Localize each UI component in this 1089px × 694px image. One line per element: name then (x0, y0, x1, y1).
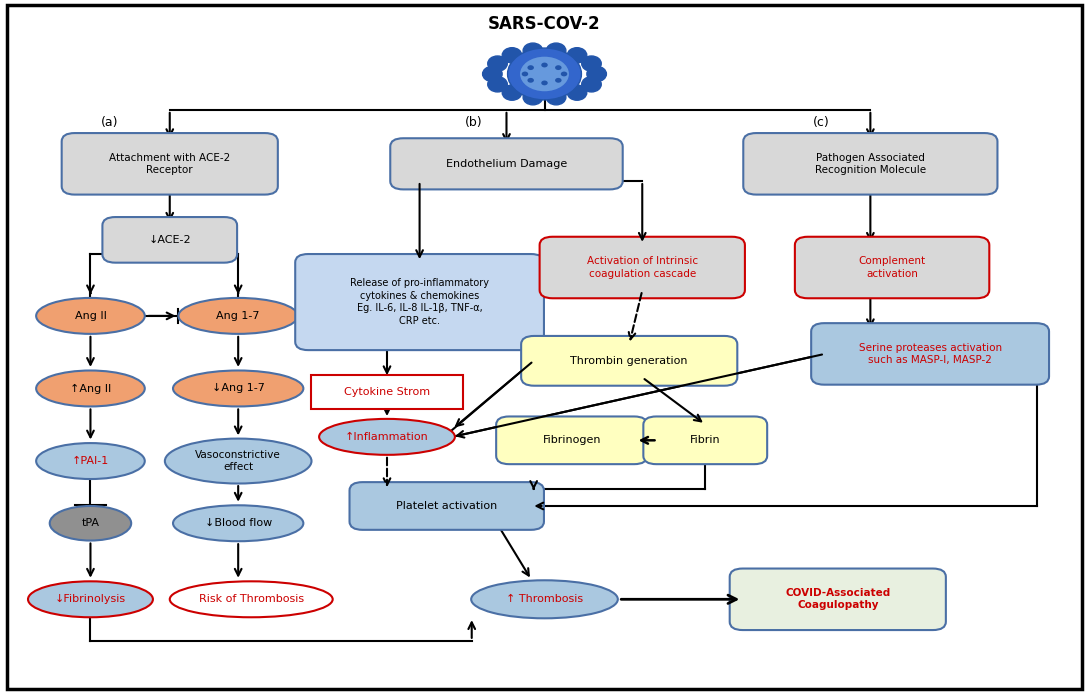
Ellipse shape (488, 77, 507, 92)
Text: SARS-COV-2: SARS-COV-2 (488, 15, 601, 33)
Ellipse shape (170, 582, 332, 617)
Ellipse shape (521, 57, 568, 91)
Ellipse shape (541, 81, 548, 85)
Ellipse shape (179, 298, 298, 334)
Text: tPA: tPA (82, 518, 99, 528)
Text: COVID-Associated
Coagulopathy: COVID-Associated Coagulopathy (785, 588, 891, 611)
Ellipse shape (523, 90, 542, 105)
Ellipse shape (502, 85, 522, 100)
Text: Thrombin generation: Thrombin generation (571, 356, 688, 366)
Text: Cytokine Strom: Cytokine Strom (344, 387, 430, 397)
Ellipse shape (522, 71, 528, 76)
Text: Ang II: Ang II (74, 311, 107, 321)
FancyBboxPatch shape (522, 336, 737, 386)
FancyBboxPatch shape (62, 133, 278, 194)
Text: Pathogen Associated
Recognition Molecule: Pathogen Associated Recognition Molecule (815, 153, 926, 175)
Text: Ang 1-7: Ang 1-7 (217, 311, 260, 321)
Ellipse shape (547, 43, 566, 58)
FancyBboxPatch shape (497, 416, 647, 464)
Ellipse shape (472, 580, 617, 618)
Text: Fibrin: Fibrin (690, 435, 721, 446)
Ellipse shape (582, 77, 601, 92)
Ellipse shape (507, 48, 582, 100)
Ellipse shape (527, 65, 534, 70)
Text: (b): (b) (465, 116, 482, 129)
FancyBboxPatch shape (540, 237, 745, 298)
Text: Risk of Thrombosis: Risk of Thrombosis (198, 594, 304, 604)
Ellipse shape (587, 67, 607, 82)
Text: (a): (a) (101, 116, 119, 129)
FancyBboxPatch shape (102, 217, 237, 262)
Ellipse shape (319, 419, 455, 455)
Ellipse shape (36, 371, 145, 407)
Text: Activation of Intrinsic
coagulation cascade: Activation of Intrinsic coagulation casc… (587, 256, 698, 279)
Ellipse shape (173, 371, 304, 407)
Ellipse shape (582, 56, 601, 71)
Ellipse shape (567, 85, 587, 100)
Text: ↑Inflammation: ↑Inflammation (345, 432, 429, 442)
FancyBboxPatch shape (350, 482, 544, 530)
FancyBboxPatch shape (644, 416, 767, 464)
Text: Platelet activation: Platelet activation (396, 501, 498, 511)
Text: ↑Ang II: ↑Ang II (70, 384, 111, 393)
Ellipse shape (561, 71, 567, 76)
Text: ↓Blood flow: ↓Blood flow (205, 518, 272, 528)
Ellipse shape (541, 62, 548, 67)
Ellipse shape (28, 582, 152, 617)
Text: Serine proteases activation
such as MASP-I, MASP-2: Serine proteases activation such as MASP… (858, 343, 1002, 365)
Ellipse shape (555, 65, 562, 70)
Text: ↑PAI-1: ↑PAI-1 (72, 456, 109, 466)
Text: ↓Fibrinolysis: ↓Fibrinolysis (54, 594, 126, 604)
Text: Vasoconstrictive
effect: Vasoconstrictive effect (195, 450, 281, 472)
Text: Fibrinogen: Fibrinogen (542, 435, 601, 446)
Ellipse shape (567, 48, 587, 63)
Ellipse shape (50, 506, 131, 541)
Text: Endothelium Damage: Endothelium Damage (445, 159, 567, 169)
Text: (c): (c) (813, 116, 830, 129)
Text: Release of pro-inflammatory
cytokines & chemokines
Eg. IL-6, IL-8 IL-1β, TNF-α,
: Release of pro-inflammatory cytokines & … (350, 278, 489, 325)
Text: ↑ Thrombosis: ↑ Thrombosis (506, 594, 583, 604)
FancyBboxPatch shape (730, 568, 946, 630)
Ellipse shape (547, 90, 566, 105)
FancyBboxPatch shape (811, 323, 1049, 384)
FancyBboxPatch shape (311, 375, 463, 409)
FancyBboxPatch shape (795, 237, 989, 298)
Ellipse shape (36, 443, 145, 479)
Text: Complement
activation: Complement activation (858, 256, 926, 279)
Text: Attachment with ACE-2
Receptor: Attachment with ACE-2 Receptor (109, 153, 231, 175)
Ellipse shape (555, 78, 562, 83)
Ellipse shape (36, 298, 145, 334)
FancyBboxPatch shape (295, 254, 544, 350)
FancyBboxPatch shape (390, 138, 623, 189)
Ellipse shape (488, 56, 507, 71)
FancyBboxPatch shape (7, 5, 1082, 689)
Ellipse shape (482, 67, 502, 82)
Ellipse shape (173, 505, 304, 541)
Ellipse shape (502, 48, 522, 63)
Text: ↓ACE-2: ↓ACE-2 (148, 235, 191, 245)
FancyBboxPatch shape (744, 133, 998, 194)
Ellipse shape (523, 43, 542, 58)
Ellipse shape (164, 439, 311, 484)
Text: ↓Ang 1-7: ↓Ang 1-7 (211, 384, 265, 393)
Ellipse shape (527, 78, 534, 83)
